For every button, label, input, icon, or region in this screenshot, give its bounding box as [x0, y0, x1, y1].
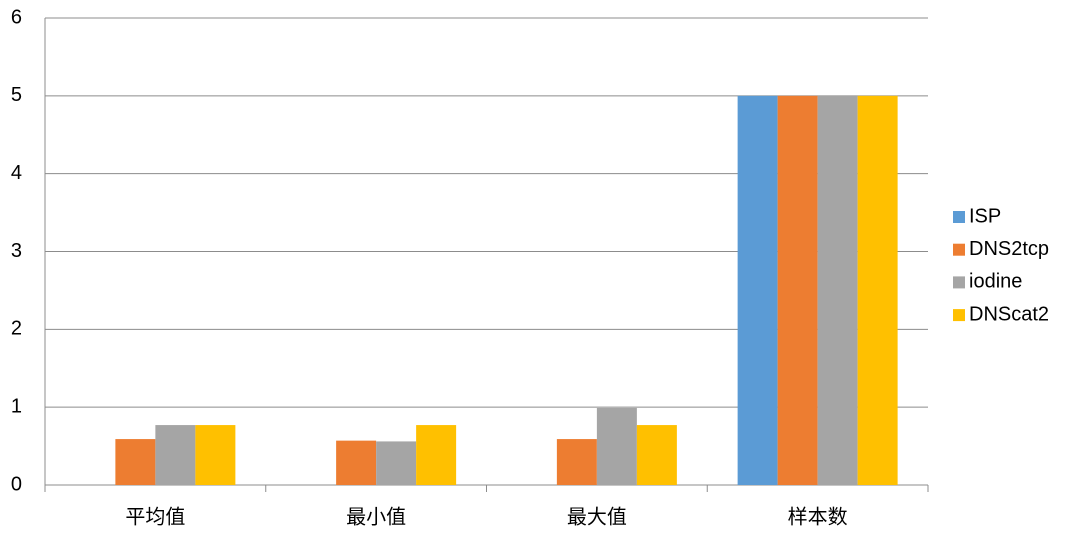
y-tick-label: 4 [11, 162, 22, 184]
bar [737, 95, 778, 485]
bar [556, 439, 597, 485]
y-tick-label: 6 [11, 6, 22, 28]
x-tick-label: 平均值 [125, 505, 185, 528]
bar [857, 95, 898, 485]
legend-swatch [953, 243, 965, 256]
legend-swatch [953, 276, 965, 289]
legend-label: DNS2tcp [969, 238, 1049, 260]
legend-label: iodine [969, 271, 1022, 293]
bar [416, 425, 457, 485]
y-tick-label: 1 [11, 395, 22, 417]
bar [817, 95, 858, 485]
x-tick-label: 最大值 [567, 505, 627, 528]
bar [596, 407, 637, 485]
bar [155, 425, 196, 485]
legend-label: ISP [969, 205, 1001, 227]
bar [336, 440, 377, 485]
bar [376, 441, 417, 485]
bar [115, 439, 156, 485]
legend-label: DNScat2 [969, 303, 1049, 325]
x-tick-label: 样本数 [788, 505, 848, 528]
y-tick-label: 5 [11, 84, 22, 106]
y-tick-label: 2 [11, 318, 22, 340]
legend-swatch [953, 211, 965, 223]
bar [195, 425, 236, 485]
bar [777, 95, 818, 485]
legend-swatch [953, 309, 965, 322]
y-tick-label: 0 [11, 473, 22, 495]
x-tick-label: 最小值 [346, 505, 406, 528]
bar [636, 425, 677, 485]
y-tick-label: 3 [11, 240, 22, 262]
